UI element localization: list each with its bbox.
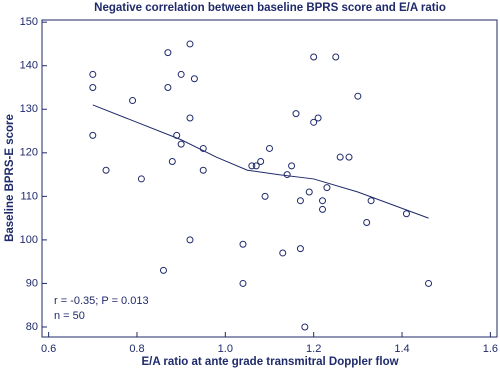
point — [89, 83, 97, 91]
point — [323, 184, 331, 192]
point — [186, 40, 194, 48]
annotation: n = 50 — [54, 310, 85, 322]
y-tick-label: 80 — [26, 321, 38, 333]
chart-title: Negative correlation between baseline BP… — [94, 2, 446, 14]
point — [336, 153, 344, 161]
y-tick-label: 150 — [20, 16, 38, 28]
point — [102, 166, 110, 174]
point — [129, 97, 137, 105]
y-tick-label: 120 — [20, 147, 38, 159]
point — [354, 92, 362, 100]
x-tick-label: 0.6 — [41, 343, 56, 355]
point — [345, 153, 353, 161]
point — [164, 83, 172, 91]
point — [186, 236, 194, 244]
point — [164, 49, 172, 57]
y-tick-label: 90 — [26, 277, 38, 289]
x-axis-label: E/A ratio at ante grade transmitral Dopp… — [141, 356, 398, 368]
point — [319, 205, 327, 213]
point — [137, 175, 145, 183]
annotation: r = -0.35; P = 0.013 — [54, 295, 149, 307]
point — [199, 144, 207, 152]
point — [199, 166, 207, 174]
point — [266, 144, 273, 152]
point — [363, 218, 371, 226]
point — [89, 70, 97, 78]
y-tick-label: 140 — [20, 60, 38, 72]
x-tick-label: 1.2 — [306, 343, 321, 355]
point — [319, 197, 327, 205]
point — [314, 114, 322, 122]
fit-line — [92, 104, 429, 219]
point — [239, 240, 247, 248]
point — [168, 158, 176, 166]
point — [310, 53, 318, 61]
point — [190, 75, 198, 83]
x-tick-label: 0.8 — [129, 343, 144, 355]
x-tick-label: 1.0 — [218, 343, 233, 355]
point — [252, 162, 260, 170]
point — [288, 162, 296, 170]
point — [279, 249, 287, 257]
point — [310, 118, 318, 126]
y-axis-label: Baseline BPRS-E score — [4, 114, 16, 242]
x-tick-label: 1.4 — [394, 343, 409, 355]
point — [296, 197, 304, 205]
point — [261, 192, 269, 200]
point — [292, 110, 300, 118]
point — [367, 197, 375, 205]
point — [296, 245, 304, 253]
point — [248, 162, 256, 170]
point — [177, 140, 185, 148]
point — [177, 70, 185, 78]
point — [301, 323, 309, 331]
point — [159, 266, 167, 274]
point — [425, 279, 433, 287]
x-tick-label: 1.6 — [483, 343, 498, 355]
point — [186, 114, 194, 122]
plot-frame — [41, 19, 498, 338]
point — [305, 188, 313, 196]
y-tick-label: 100 — [20, 234, 38, 246]
point — [257, 158, 265, 166]
point — [239, 279, 247, 287]
point — [332, 53, 340, 61]
y-tick-label: 130 — [20, 103, 38, 115]
point — [89, 131, 97, 139]
point — [283, 171, 291, 179]
point — [402, 210, 410, 218]
y-tick-label: 110 — [20, 190, 38, 202]
